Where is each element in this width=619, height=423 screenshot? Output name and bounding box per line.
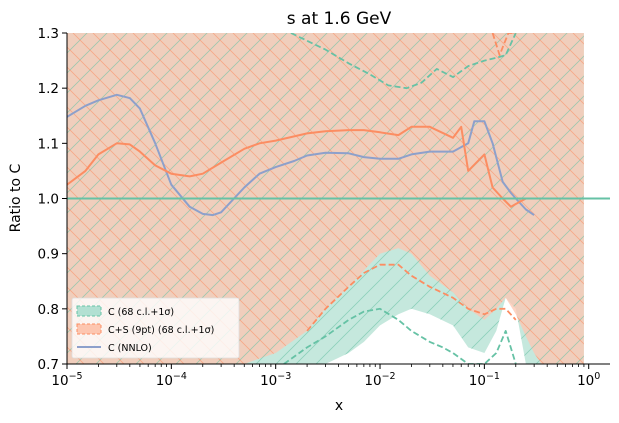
line-c-nnlo xyxy=(67,93,535,217)
x-tick-label: 10−3 xyxy=(260,371,291,389)
y-tick-label: 1.1 xyxy=(38,136,59,152)
line-c-upper xyxy=(290,33,517,90)
y-tick-label: 1.3 xyxy=(38,26,59,42)
x-tick-label: 10−4 xyxy=(156,371,187,389)
legend-label: C+S (9pt) (68 c.l.+1σ) xyxy=(108,325,214,336)
x-tick-label: 10−5 xyxy=(51,371,82,389)
y-tick-label: 0.8 xyxy=(38,302,59,318)
x-tick-label: 10−2 xyxy=(364,371,395,389)
legend-label: C (NNLO) xyxy=(108,343,152,354)
x-tick-label: 10−1 xyxy=(469,371,500,389)
legend-swatch xyxy=(76,323,102,335)
y-tick-label: 1.2 xyxy=(38,81,59,97)
y-tick-label: 1.0 xyxy=(38,192,59,208)
y-axis-ticks: 0.7 0.8 0.9 1.0 1.1 1.2 1.3 xyxy=(38,26,67,373)
legend-box xyxy=(71,297,240,359)
y-tick-label: 0.9 xyxy=(38,247,59,263)
y-tick-label: 0.7 xyxy=(38,357,59,373)
line-c-lower xyxy=(283,307,517,364)
legend: C (68 c.l.+1σ) C+S (9pt) (68 c.l.+1σ) C (N… xyxy=(71,297,240,359)
x-tick-label: 100 xyxy=(577,371,600,389)
x-axis-label: x xyxy=(335,398,343,414)
legend-swatch xyxy=(76,305,102,317)
y-axis-label: Ratio to C xyxy=(8,163,24,232)
line-c-s-lower xyxy=(306,263,517,332)
chart-title: s at 1.6 GeV xyxy=(287,9,392,29)
plot-area xyxy=(67,33,610,364)
line-c-s-upper xyxy=(491,33,516,56)
line-c-s-9pt-central xyxy=(67,125,527,208)
legend-label: C (68 c.l.+1σ) xyxy=(108,307,174,318)
x-axis-ticks: 10−5 10−4 10−3 10−2 10−1 100 xyxy=(51,364,600,389)
